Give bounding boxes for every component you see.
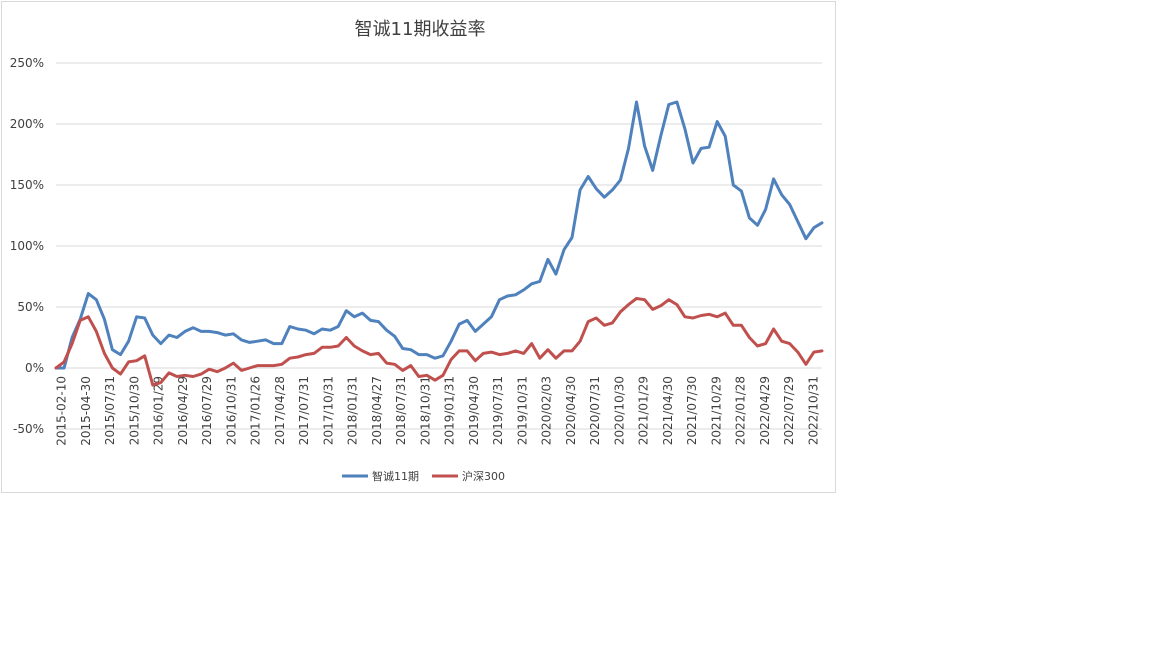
x-tick-label: 2019/10/31	[515, 376, 529, 445]
y-axis-ticks: -50% 0% 50% 100% 150% 200% 250%	[10, 56, 44, 436]
x-tick-label: 2015-02-10	[55, 376, 69, 446]
x-tick-label: 2016/10/31	[224, 376, 238, 445]
x-tick-label: 2022/10/31	[807, 376, 821, 445]
legend-label: 智诚11期	[372, 469, 419, 483]
x-tick-label: 2022/01/28	[734, 376, 748, 445]
x-tick-label: 2019/07/31	[491, 376, 505, 445]
y-tick-label: 200%	[10, 117, 44, 131]
x-tick-label: 2018/10/31	[418, 376, 432, 445]
y-tick-label: -50%	[13, 422, 44, 436]
x-tick-label: 2020/02/03	[540, 376, 554, 445]
x-tick-label: 2017/01/26	[249, 376, 263, 445]
gridlines	[56, 62, 822, 430]
x-tick-label: 2021/04/30	[661, 376, 675, 445]
x-tick-label: 2018/01/31	[346, 376, 360, 445]
x-tick-label: 2016/07/29	[200, 376, 214, 445]
x-tick-label: 2018/07/31	[394, 376, 408, 445]
x-tick-label: 2017/07/31	[297, 376, 311, 445]
x-tick-label: 2015-04-30	[79, 376, 93, 446]
y-tick-label: 100%	[10, 239, 44, 253]
x-tick-label: 2021/10/29	[710, 376, 724, 445]
legend-label: 沪深300	[462, 469, 505, 483]
x-tick-label: 2015/07/31	[103, 376, 117, 445]
x-tick-label: 2016/04/29	[176, 376, 190, 445]
series-line	[54, 297, 824, 387]
chart-title: 智诚11期收益率	[355, 19, 486, 40]
x-tick-label: 2020/07/31	[588, 376, 602, 445]
x-tick-label: 2018/04/27	[370, 376, 384, 445]
x-tick-label: 2020/04/30	[564, 376, 578, 445]
x-tick-label: 2017/04/28	[273, 376, 287, 445]
y-tick-label: 0%	[25, 361, 44, 375]
y-tick-label: 50%	[17, 300, 44, 314]
x-tick-label: 2016/01/29	[152, 376, 166, 445]
x-tick-label: 2021/01/29	[637, 376, 651, 445]
series-line	[54, 100, 824, 370]
x-tick-label: 2022/07/29	[782, 376, 796, 445]
x-tick-label: 2017/10/31	[321, 376, 335, 445]
y-tick-label: 150%	[10, 178, 44, 192]
x-tick-label: 2020/10/30	[612, 376, 626, 445]
y-tick-label: 250%	[10, 56, 44, 70]
x-tick-label: 2022/04/29	[758, 376, 772, 445]
legend: 智诚11期 沪深300	[342, 469, 505, 483]
series-lines	[54, 100, 824, 387]
x-tick-label: 2019/01/31	[443, 376, 457, 445]
x-axis-ticks: 2015-02-10 2015-04-30 2015/07/31 2015/10/30…	[55, 376, 821, 446]
x-tick-label: 2019/04/30	[467, 376, 481, 445]
x-tick-label: 2021/07/30	[685, 376, 699, 445]
x-tick-label: 2015/10/30	[127, 376, 141, 445]
line-chart: 智诚11期收益率 -50% 0% 50% 100% 150% 200% 250% 2015-…	[10, 19, 824, 483]
chart-frame: 智诚11期收益率 -50% 0% 50% 100% 150% 200% 250% 2015-…	[1, 1, 836, 493]
